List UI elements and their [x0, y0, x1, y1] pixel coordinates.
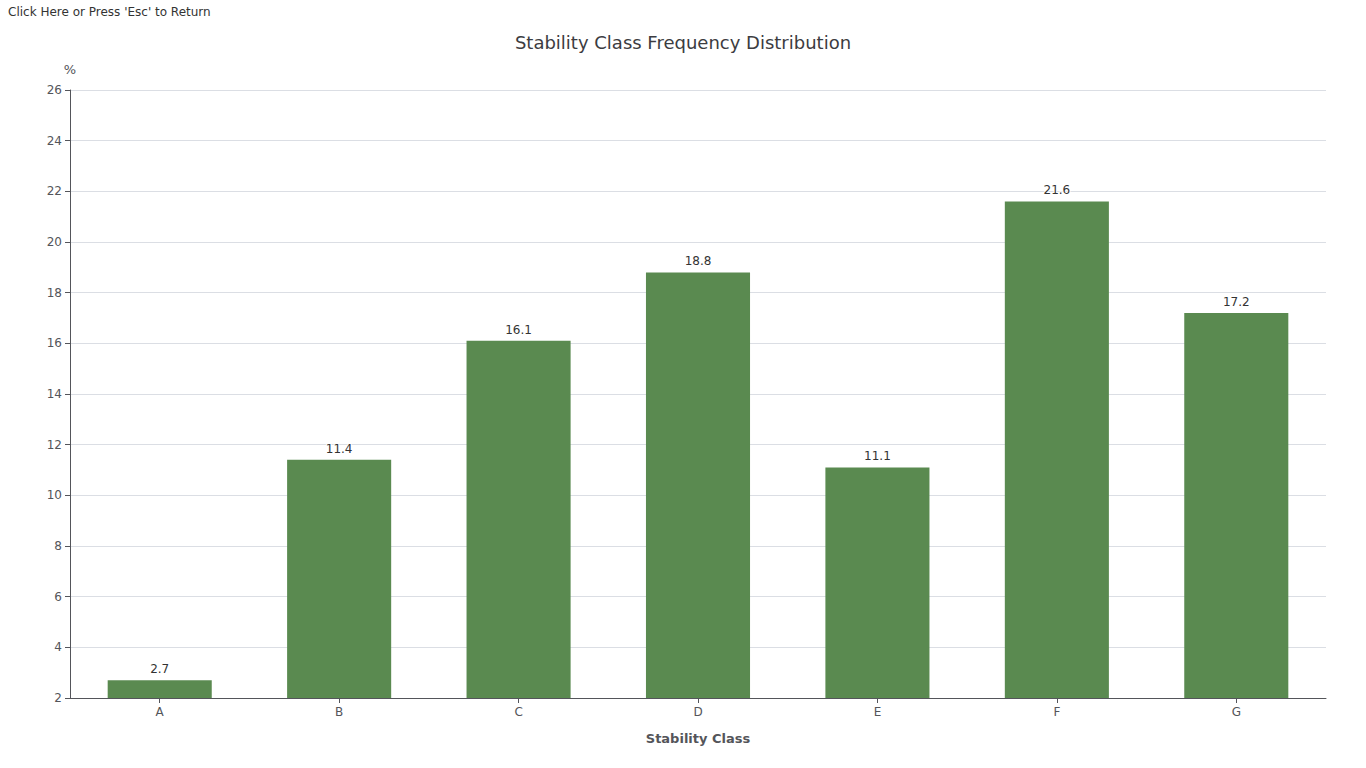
svg-text:14: 14 [47, 387, 62, 401]
svg-text:16.1: 16.1 [505, 323, 532, 337]
svg-text:F: F [1053, 705, 1060, 719]
svg-text:D: D [693, 705, 702, 719]
svg-text:%: % [64, 62, 76, 77]
svg-text:24: 24 [47, 134, 62, 148]
svg-text:16: 16 [47, 336, 62, 350]
svg-text:A: A [156, 705, 165, 719]
svg-text:11.1: 11.1 [864, 449, 891, 463]
svg-text:18.8: 18.8 [685, 254, 712, 268]
svg-text:Stability Class: Stability Class [646, 731, 751, 746]
svg-text:20: 20 [47, 235, 62, 249]
svg-text:8: 8 [54, 539, 62, 553]
svg-text:B: B [335, 705, 343, 719]
svg-text:12: 12 [47, 438, 62, 452]
svg-text:26: 26 [47, 83, 62, 97]
svg-text:22: 22 [47, 184, 62, 198]
svg-text:G: G [1232, 705, 1241, 719]
svg-text:18: 18 [47, 286, 62, 300]
svg-text:E: E [874, 705, 882, 719]
svg-text:2.7: 2.7 [150, 662, 169, 676]
svg-text:11.4: 11.4 [326, 442, 353, 456]
svg-text:6: 6 [54, 590, 62, 604]
svg-text:4: 4 [54, 640, 62, 654]
svg-text:Click Here or Press 'Esc' to R: Click Here or Press 'Esc' to Return [8, 5, 211, 19]
svg-text:Stability Class Frequency Dist: Stability Class Frequency Distribution [515, 32, 851, 53]
svg-text:21.6: 21.6 [1043, 183, 1070, 197]
svg-text:17.2: 17.2 [1223, 295, 1250, 309]
svg-text:2: 2 [54, 691, 62, 705]
svg-text:10: 10 [47, 488, 62, 502]
svg-text:C: C [514, 705, 522, 719]
